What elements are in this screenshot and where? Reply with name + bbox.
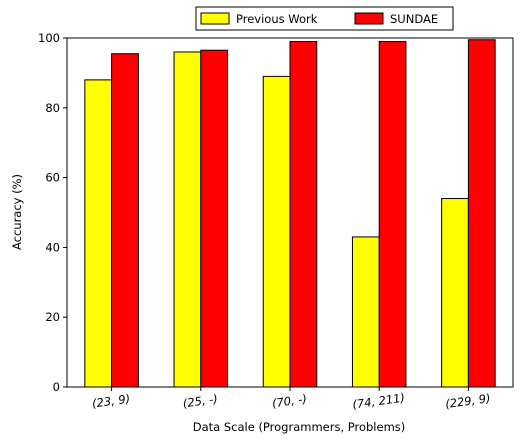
- legend-label-previous-work: Previous Work: [236, 12, 318, 26]
- bar-previous-work-25: [173, 51, 202, 388]
- y-tick-label: 60: [45, 171, 60, 185]
- x-tick-label: (23, 9): [91, 391, 131, 410]
- bars-layer: [84, 39, 496, 388]
- legend-swatch-sundae: [354, 12, 384, 25]
- x-tick-label: (25, -): [182, 392, 219, 411]
- bar-sundae-70: [289, 40, 318, 388]
- y-tick-label: 0: [53, 380, 60, 394]
- y-axis-label: Accuracy (%): [10, 174, 24, 250]
- y-tick-label: 80: [45, 101, 60, 115]
- y-tick-label: 20: [45, 310, 60, 324]
- bar-previous-work-229-9: [441, 198, 469, 388]
- y-tick-label: 40: [45, 240, 60, 254]
- bar-sundae-74-211: [378, 40, 407, 388]
- x-tick-label: (74, 211): [351, 390, 405, 411]
- bar-previous-work-70: [262, 75, 291, 388]
- bar-sundae-25: [200, 49, 229, 388]
- ticks-layer: (23, 9) (25, -) (70, -) (74, 211) (229, 9) 0 2…: [38, 31, 491, 412]
- x-tick-label: (229, 9): [444, 391, 491, 411]
- legend-swatch-previous-work: [200, 12, 230, 25]
- y-tick-label: 100: [38, 31, 60, 45]
- bar-sundae-23-9: [111, 53, 139, 388]
- legend-label-sundae: SUNDAE: [390, 12, 438, 26]
- bar-previous-work-74-211: [351, 236, 380, 388]
- legend: Previous Work SUNDAE: [195, 6, 454, 31]
- bar-previous-work-23-9: [84, 79, 113, 388]
- x-axis-label: Data Scale (Programmers, Problems): [193, 420, 406, 434]
- legend-frame: [195, 6, 454, 31]
- bar-sundae-229-9: [467, 39, 496, 388]
- x-tick-label: (70, -): [271, 392, 308, 411]
